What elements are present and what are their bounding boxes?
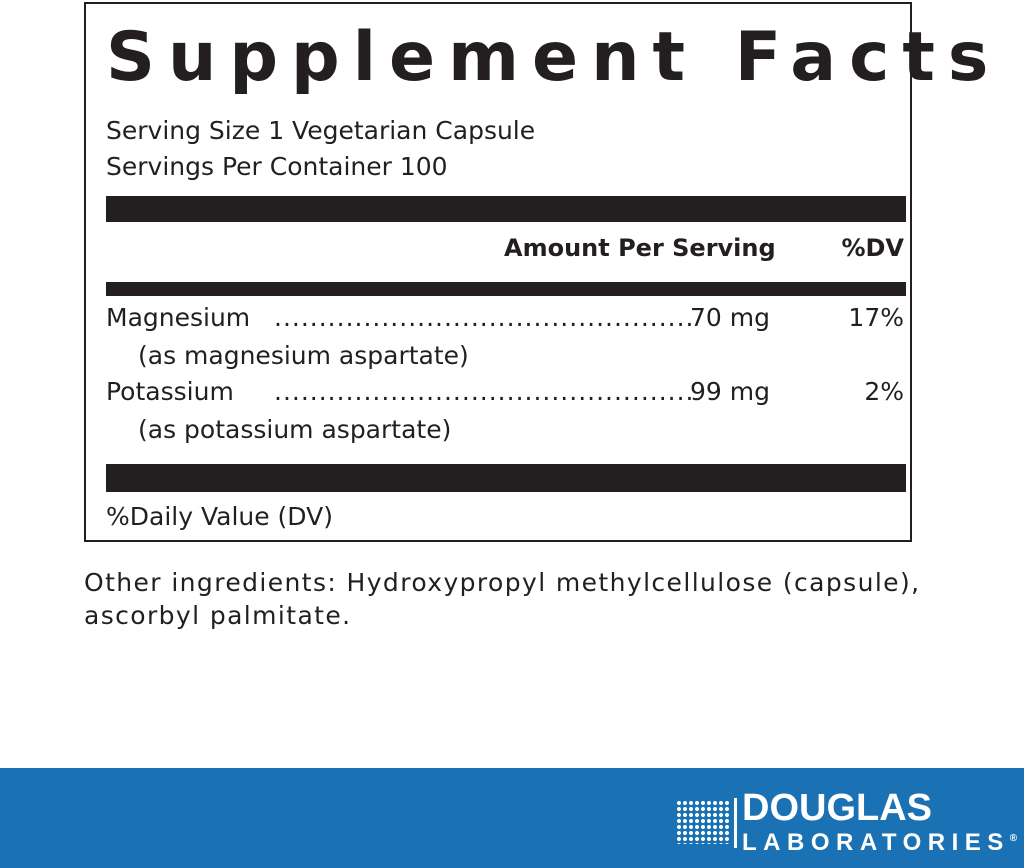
nutrient-dv: 17% bbox=[848, 303, 904, 332]
nutrient-amount: 99 mg bbox=[690, 377, 770, 406]
nutrient-name: Potassium bbox=[106, 377, 234, 406]
leader-dots: ........................................… bbox=[274, 377, 694, 406]
brand-bottom: LABORATORIES® bbox=[742, 826, 1017, 856]
leader-dots: ........................................… bbox=[274, 303, 694, 332]
brand-top: DOUGLAS bbox=[742, 787, 932, 829]
divider-thick bbox=[106, 196, 906, 222]
brand-bottom-text: LABORATORIES bbox=[742, 829, 1010, 856]
nutrient-dv: 2% bbox=[864, 377, 904, 406]
servings-per-container: Servings Per Container 100 bbox=[106, 152, 448, 181]
registered-mark: ® bbox=[1009, 833, 1018, 844]
footnote: %Daily Value (DV) bbox=[106, 502, 333, 531]
supplement-facts-panel: Supplement Facts Serving Size 1 Vegetari… bbox=[84, 2, 988, 542]
brand-footer: DOUGLAS LABORATORIES® bbox=[0, 768, 1024, 868]
amount-header: Amount Per Serving bbox=[504, 234, 776, 262]
nutrient-row: Magnesium ..............................… bbox=[106, 302, 906, 334]
logo-divider bbox=[734, 798, 737, 848]
nutrient-amount: 70 mg bbox=[690, 303, 770, 332]
other-ingredients: Other ingredients: Hydroxypropyl methylc… bbox=[84, 568, 921, 630]
nutrient-source: (as potassium aspartate) bbox=[138, 415, 452, 444]
nutrient-name: Magnesium bbox=[106, 303, 251, 332]
divider-thick bbox=[106, 464, 906, 492]
serving-size: Serving Size 1 Vegetarian Capsule bbox=[106, 116, 536, 145]
dv-header: %DV bbox=[841, 234, 904, 262]
dot-grid-logo-icon bbox=[676, 800, 730, 844]
nutrient-row: Potassium ..............................… bbox=[106, 376, 906, 408]
panel-title: Supplement Facts bbox=[106, 18, 1002, 97]
divider-medium bbox=[106, 282, 906, 296]
nutrient-source: (as magnesium aspartate) bbox=[138, 341, 469, 370]
